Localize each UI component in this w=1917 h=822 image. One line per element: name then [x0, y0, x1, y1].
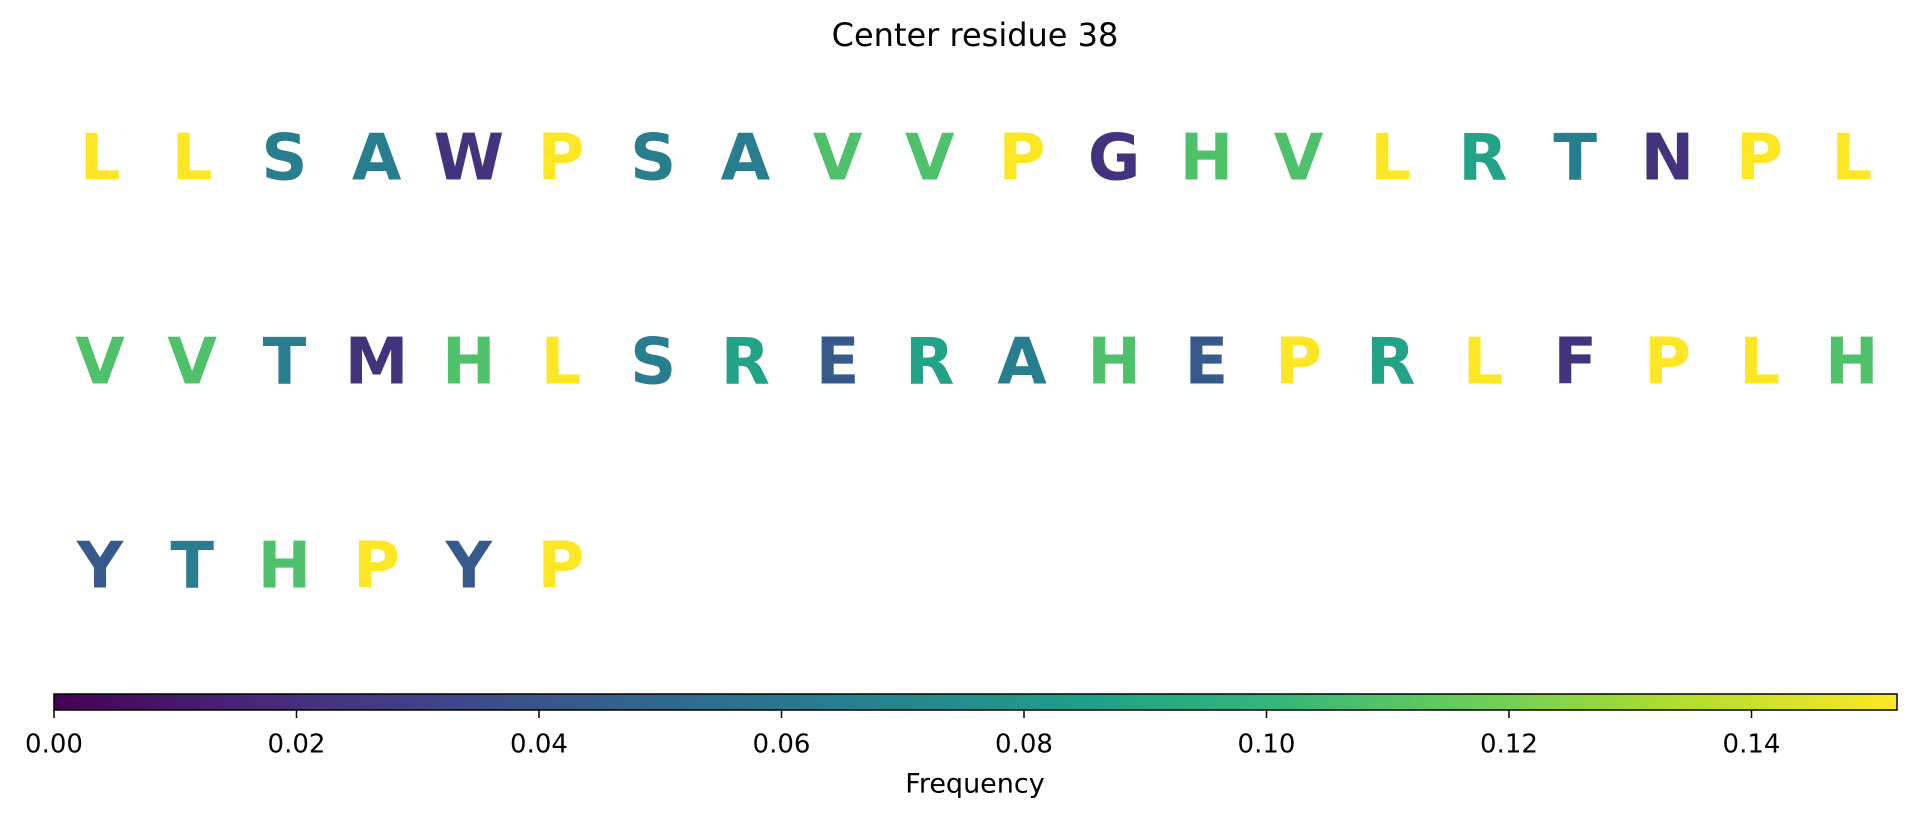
- residue-letter: S: [630, 122, 676, 196]
- x-tick-label: 0.12: [1480, 730, 1538, 760]
- residue-letter: F: [1553, 326, 1597, 400]
- residue-letter: P: [999, 122, 1046, 196]
- residue-letter: H: [258, 530, 312, 604]
- residue-letter: L: [172, 122, 213, 196]
- colorbar-label: Frequency: [905, 769, 1045, 800]
- residue-letter: H: [1825, 326, 1879, 400]
- residue-letter: P: [538, 530, 585, 604]
- residue-letter: R: [905, 326, 954, 400]
- residue-letter: L: [1739, 326, 1780, 400]
- residue-letter: L: [541, 326, 582, 400]
- residue-letter: S: [630, 326, 676, 400]
- residue-letter: G: [1088, 122, 1141, 196]
- x-tick-label: 0.14: [1723, 730, 1781, 760]
- x-tick-label: 0.08: [995, 730, 1053, 760]
- x-tick-label: 0.00: [25, 730, 83, 760]
- residue-letter: V: [167, 326, 217, 400]
- residue-letter: W: [434, 122, 505, 196]
- residue-letter: E: [816, 326, 860, 400]
- residue-letter: H: [1180, 122, 1234, 196]
- residue-letter: P: [353, 530, 400, 604]
- x-tick-label: 0.02: [268, 730, 326, 760]
- residue-letter: A: [997, 326, 1047, 400]
- residue-letter: L: [1831, 122, 1872, 196]
- residue-letter: P: [1275, 326, 1322, 400]
- x-tick-label: 0.10: [1238, 730, 1296, 760]
- residue-letter: V: [1274, 122, 1324, 196]
- residue-letter: R: [1458, 122, 1507, 196]
- residue-letter: A: [721, 122, 771, 196]
- residue-letter: T: [263, 326, 307, 400]
- residue-letter: T: [170, 530, 214, 604]
- residue-letter: N: [1641, 122, 1695, 196]
- residue-letter: T: [1553, 122, 1597, 196]
- residue-letter: L: [80, 122, 121, 196]
- residue-letter: H: [442, 326, 496, 400]
- x-tick-label: 0.06: [753, 730, 811, 760]
- residue-letter: L: [1463, 326, 1504, 400]
- residue-letter: P: [538, 122, 585, 196]
- residue-letter: S: [261, 122, 307, 196]
- residue-letter: H: [1087, 326, 1141, 400]
- residue-letter: L: [1370, 122, 1411, 196]
- residue-letter: P: [1736, 122, 1783, 196]
- residue-letter: Y: [76, 530, 124, 604]
- x-tick-label: 0.04: [510, 730, 568, 760]
- residue-letter: R: [721, 326, 770, 400]
- residue-letter: V: [905, 122, 955, 196]
- chart-title: Center residue 38: [832, 16, 1119, 54]
- residue-letter: A: [352, 122, 402, 196]
- residue-letter: R: [1366, 326, 1415, 400]
- residue-letter: M: [345, 326, 409, 400]
- residue-letter: V: [75, 326, 125, 400]
- colorbar: [53, 693, 1898, 711]
- residue-letter: Y: [445, 530, 493, 604]
- residue-letter: P: [1644, 326, 1691, 400]
- residue-letter: V: [813, 122, 863, 196]
- residue-letter: E: [1185, 326, 1229, 400]
